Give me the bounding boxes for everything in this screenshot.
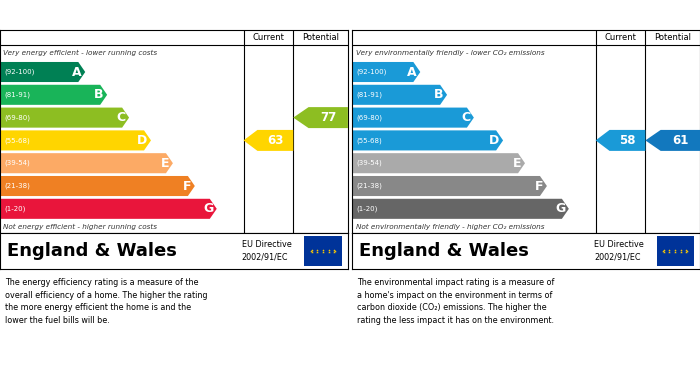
Text: 63: 63 xyxy=(267,134,284,147)
Polygon shape xyxy=(0,62,85,82)
Text: (69-80): (69-80) xyxy=(4,114,30,121)
Polygon shape xyxy=(352,108,474,127)
Text: Not environmentally friendly - higher CO₂ emissions: Not environmentally friendly - higher CO… xyxy=(356,224,544,230)
Text: A: A xyxy=(72,66,82,79)
Text: B: B xyxy=(94,88,104,101)
Text: B: B xyxy=(434,88,444,101)
Polygon shape xyxy=(244,130,293,151)
Text: E: E xyxy=(513,157,522,170)
Polygon shape xyxy=(0,199,217,219)
Text: A: A xyxy=(407,66,416,79)
Text: (92-100): (92-100) xyxy=(356,69,386,75)
Text: The environmental impact rating is a measure of
a home's impact on the environme: The environmental impact rating is a mea… xyxy=(357,278,554,325)
Text: (21-38): (21-38) xyxy=(4,183,30,189)
Polygon shape xyxy=(0,130,151,151)
Text: 77: 77 xyxy=(320,111,336,124)
Text: EU Directive
2002/91/EC: EU Directive 2002/91/EC xyxy=(241,240,291,262)
Text: EU Directive
2002/91/EC: EU Directive 2002/91/EC xyxy=(594,240,643,262)
Polygon shape xyxy=(352,199,569,219)
Polygon shape xyxy=(352,85,447,105)
Text: (39-54): (39-54) xyxy=(4,160,30,167)
Bar xyxy=(657,236,694,266)
Polygon shape xyxy=(0,153,173,173)
Polygon shape xyxy=(352,153,525,173)
Text: England & Wales: England & Wales xyxy=(7,242,177,260)
Text: (81-91): (81-91) xyxy=(4,91,30,98)
Text: (55-68): (55-68) xyxy=(4,137,30,143)
Polygon shape xyxy=(596,130,645,151)
Text: 58: 58 xyxy=(620,134,636,147)
Text: (1-20): (1-20) xyxy=(4,206,25,212)
Text: Potential: Potential xyxy=(302,33,339,42)
Text: E: E xyxy=(161,157,169,170)
Polygon shape xyxy=(0,176,195,196)
Text: Current: Current xyxy=(253,33,284,42)
Text: F: F xyxy=(535,179,543,192)
Polygon shape xyxy=(0,85,107,105)
Text: Potential: Potential xyxy=(654,33,691,42)
Text: England & Wales: England & Wales xyxy=(359,242,529,260)
Text: 61: 61 xyxy=(672,134,688,147)
Polygon shape xyxy=(645,130,700,151)
Polygon shape xyxy=(352,130,503,151)
Text: (69-80): (69-80) xyxy=(356,114,382,121)
Text: (55-68): (55-68) xyxy=(356,137,382,143)
Polygon shape xyxy=(352,62,420,82)
Text: (39-54): (39-54) xyxy=(356,160,382,167)
Text: (1-20): (1-20) xyxy=(356,206,377,212)
Text: Very energy efficient - lower running costs: Very energy efficient - lower running co… xyxy=(4,50,158,56)
Text: Not energy efficient - higher running costs: Not energy efficient - higher running co… xyxy=(4,224,158,230)
Text: (81-91): (81-91) xyxy=(356,91,382,98)
Text: C: C xyxy=(461,111,470,124)
Text: G: G xyxy=(555,202,566,215)
Text: G: G xyxy=(203,202,214,215)
Polygon shape xyxy=(0,108,129,127)
Text: (21-38): (21-38) xyxy=(356,183,382,189)
Text: D: D xyxy=(489,134,500,147)
Text: The energy efficiency rating is a measure of the
overall efficiency of a home. T: The energy efficiency rating is a measur… xyxy=(5,278,208,325)
Text: Environmental Impact (CO₂) Rating: Environmental Impact (CO₂) Rating xyxy=(357,9,589,22)
Polygon shape xyxy=(293,107,348,128)
Text: F: F xyxy=(183,179,191,192)
Text: C: C xyxy=(116,111,125,124)
Text: Energy Efficiency Rating: Energy Efficiency Rating xyxy=(5,9,168,22)
Text: D: D xyxy=(137,134,148,147)
Text: Current: Current xyxy=(605,33,636,42)
Text: Very environmentally friendly - lower CO₂ emissions: Very environmentally friendly - lower CO… xyxy=(356,50,544,56)
Text: (92-100): (92-100) xyxy=(4,69,34,75)
Bar xyxy=(304,236,342,266)
Polygon shape xyxy=(352,176,547,196)
